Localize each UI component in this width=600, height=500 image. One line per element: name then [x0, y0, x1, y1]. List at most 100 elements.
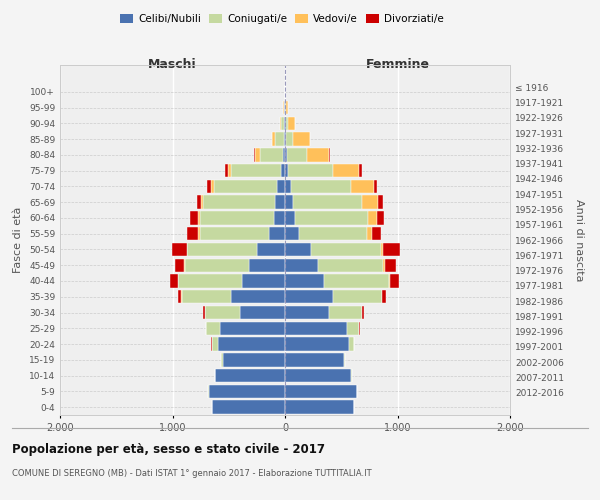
- Bar: [226, 164, 227, 177]
- Bar: [187, 243, 257, 256]
- Bar: [240, 306, 285, 319]
- Bar: [178, 290, 181, 304]
- Bar: [285, 290, 334, 304]
- Bar: [199, 227, 269, 240]
- Bar: [221, 353, 223, 366]
- Bar: [289, 116, 295, 130]
- Bar: [290, 180, 352, 193]
- Bar: [197, 196, 200, 209]
- Bar: [208, 180, 211, 193]
- Y-axis label: Fasce di età: Fasce di età: [13, 207, 23, 273]
- Bar: [334, 164, 359, 177]
- Bar: [212, 400, 285, 414]
- Bar: [249, 258, 285, 272]
- Bar: [203, 196, 275, 209]
- Bar: [325, 274, 389, 287]
- Bar: [175, 258, 184, 272]
- Bar: [178, 274, 242, 287]
- Bar: [295, 211, 368, 224]
- Bar: [284, 132, 285, 146]
- Bar: [329, 306, 361, 319]
- Bar: [269, 227, 285, 240]
- Bar: [242, 274, 285, 287]
- Bar: [361, 196, 379, 209]
- Bar: [199, 211, 274, 224]
- Bar: [205, 306, 240, 319]
- Bar: [280, 116, 281, 130]
- Bar: [277, 180, 285, 193]
- Bar: [299, 227, 367, 240]
- Bar: [200, 196, 203, 209]
- Bar: [307, 148, 329, 162]
- Bar: [285, 306, 329, 319]
- Bar: [382, 290, 386, 304]
- Bar: [170, 274, 178, 287]
- Bar: [311, 243, 380, 256]
- Bar: [374, 180, 377, 193]
- Bar: [385, 258, 396, 272]
- Bar: [287, 148, 307, 162]
- Bar: [286, 132, 293, 146]
- Bar: [182, 290, 231, 304]
- Bar: [227, 164, 231, 177]
- Bar: [218, 338, 285, 351]
- Bar: [285, 196, 293, 209]
- Bar: [349, 338, 353, 351]
- Bar: [285, 384, 357, 398]
- Y-axis label: Anni di nascita: Anni di nascita: [574, 198, 584, 281]
- Bar: [377, 211, 384, 224]
- Bar: [231, 164, 281, 177]
- Bar: [214, 180, 277, 193]
- Bar: [260, 148, 283, 162]
- Bar: [380, 243, 383, 256]
- Bar: [368, 211, 377, 224]
- Bar: [334, 290, 382, 304]
- Bar: [285, 211, 295, 224]
- Bar: [257, 243, 285, 256]
- Bar: [362, 306, 364, 319]
- Text: Popolazione per età, sesso e stato civile - 2017: Popolazione per età, sesso e stato civil…: [12, 442, 325, 456]
- Text: COMUNE DI SEREGNO (MB) - Dati ISTAT 1° gennaio 2017 - Elaborazione TUTTITALIA.IT: COMUNE DI SEREGNO (MB) - Dati ISTAT 1° g…: [12, 468, 371, 477]
- Bar: [293, 196, 361, 209]
- Bar: [215, 369, 285, 382]
- Bar: [212, 338, 218, 351]
- Bar: [209, 384, 285, 398]
- Bar: [285, 148, 287, 162]
- Bar: [383, 243, 400, 256]
- Bar: [271, 132, 275, 146]
- Bar: [220, 322, 285, 335]
- Bar: [283, 148, 285, 162]
- Bar: [275, 132, 284, 146]
- Bar: [274, 211, 285, 224]
- Bar: [198, 211, 199, 224]
- Bar: [185, 258, 249, 272]
- Bar: [286, 116, 289, 130]
- Bar: [285, 369, 352, 382]
- Bar: [281, 116, 284, 130]
- Bar: [285, 180, 290, 193]
- Bar: [286, 101, 288, 114]
- Bar: [347, 322, 359, 335]
- Text: Maschi: Maschi: [148, 58, 197, 71]
- Bar: [254, 148, 260, 162]
- Bar: [285, 258, 317, 272]
- Bar: [285, 353, 343, 366]
- Bar: [285, 400, 353, 414]
- Bar: [317, 258, 383, 272]
- Bar: [379, 196, 383, 209]
- Bar: [359, 164, 361, 177]
- Bar: [285, 132, 286, 146]
- Bar: [281, 164, 285, 177]
- Legend: Celibi/Nubili, Coniugati/e, Vedovi/e, Divorziati/e: Celibi/Nubili, Coniugati/e, Vedovi/e, Di…: [116, 10, 448, 29]
- Bar: [371, 227, 380, 240]
- Bar: [285, 227, 299, 240]
- Bar: [285, 164, 289, 177]
- Bar: [289, 164, 334, 177]
- Bar: [231, 290, 285, 304]
- Bar: [285, 274, 325, 287]
- Bar: [206, 322, 220, 335]
- Bar: [389, 274, 398, 287]
- Bar: [285, 322, 347, 335]
- Bar: [352, 180, 374, 193]
- Bar: [367, 227, 371, 240]
